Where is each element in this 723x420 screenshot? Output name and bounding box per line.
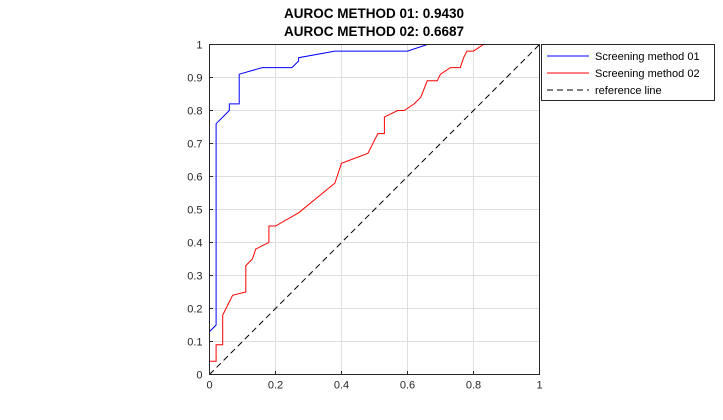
x-tick-label-0-8: 0.8	[466, 380, 481, 392]
y-tick-label-0-2: 0.2	[187, 304, 202, 316]
y-tick-label-0-8: 0.8	[187, 106, 202, 118]
grid-lines	[209, 44, 540, 375]
y-tick-label-0: 0	[196, 370, 202, 382]
y-tick-label-0-7: 0.7	[187, 139, 202, 151]
y-tick-label-0-4: 0.4	[187, 238, 202, 250]
legend-label-reference-line: reference line	[595, 85, 662, 97]
legend: Screening method 01 Screening method 02 …	[541, 44, 715, 101]
y-tick-label-0-1: 0.1	[187, 337, 202, 349]
y-tick-label-0-5: 0.5	[187, 205, 202, 217]
chart-title-line-2: AUROC METHOD 02: 0.6687	[284, 24, 464, 39]
chart-title-line-1: AUROC METHOD 01: 0.9430	[284, 6, 464, 21]
legend-label-screening-method-02: Screening method 02	[595, 68, 700, 80]
y-tick-label-1: 1	[196, 40, 202, 52]
x-tick-label-0-6: 0.6	[400, 380, 415, 392]
axis-ticks: 0 0.2 0.4 0.6 0.8 1 0 0.1 0.2 0.3 0.4 0.5 0.6 0.7 0.8 0…	[187, 40, 542, 392]
legend-label-screening-method-01: Screening method 01	[595, 51, 700, 63]
x-tick-label-0-4: 0.4	[334, 380, 349, 392]
x-tick-label-0: 0	[206, 380, 212, 392]
y-tick-label-0-3: 0.3	[187, 271, 202, 283]
y-tick-label-0-9: 0.9	[187, 73, 202, 85]
x-tick-label-0-2: 0.2	[268, 380, 283, 392]
x-tick-label-1: 1	[536, 380, 542, 392]
roc-curve-screening-method-02	[209, 44, 540, 375]
reference-line	[209, 44, 540, 375]
y-tick-label-0-6: 0.6	[187, 172, 202, 184]
